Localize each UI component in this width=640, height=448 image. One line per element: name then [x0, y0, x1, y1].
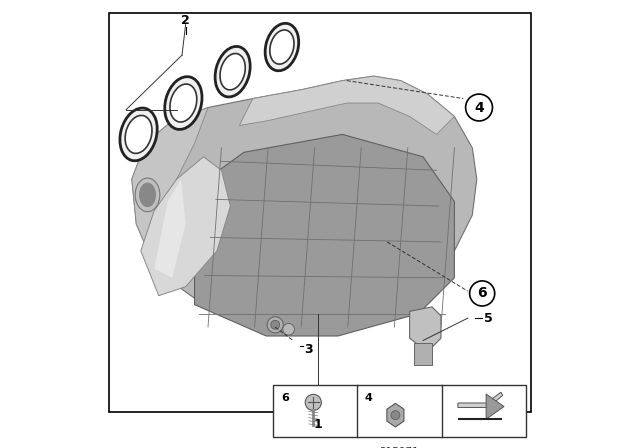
Text: 6: 6	[281, 393, 289, 403]
Circle shape	[470, 281, 495, 306]
Circle shape	[271, 320, 280, 329]
Polygon shape	[239, 76, 454, 134]
Text: 2: 2	[181, 13, 190, 27]
Ellipse shape	[164, 77, 202, 129]
Ellipse shape	[125, 116, 152, 153]
Bar	[273, 385, 526, 437]
Ellipse shape	[220, 53, 245, 90]
Circle shape	[267, 317, 284, 333]
Polygon shape	[458, 392, 502, 408]
Ellipse shape	[170, 84, 196, 122]
Text: 3: 3	[305, 343, 313, 356]
Text: 6: 6	[477, 286, 487, 301]
Polygon shape	[132, 108, 208, 255]
Polygon shape	[154, 179, 186, 278]
Text: 5: 5	[484, 311, 492, 325]
Polygon shape	[414, 343, 432, 365]
Polygon shape	[132, 76, 477, 327]
Text: 1: 1	[314, 418, 322, 431]
Ellipse shape	[215, 47, 250, 97]
Circle shape	[391, 411, 400, 420]
Text: 315971: 315971	[380, 447, 419, 448]
Polygon shape	[195, 134, 454, 336]
Bar	[109, 13, 531, 412]
Ellipse shape	[135, 178, 160, 212]
Circle shape	[283, 323, 294, 335]
Circle shape	[305, 394, 321, 410]
Text: 4: 4	[364, 393, 372, 403]
Ellipse shape	[265, 23, 299, 71]
Ellipse shape	[270, 30, 294, 64]
Polygon shape	[141, 157, 230, 296]
Polygon shape	[410, 307, 441, 352]
Polygon shape	[486, 394, 504, 419]
Polygon shape	[387, 403, 404, 427]
Text: 4: 4	[474, 100, 484, 115]
Circle shape	[466, 94, 493, 121]
Ellipse shape	[120, 108, 157, 161]
Ellipse shape	[139, 183, 156, 207]
